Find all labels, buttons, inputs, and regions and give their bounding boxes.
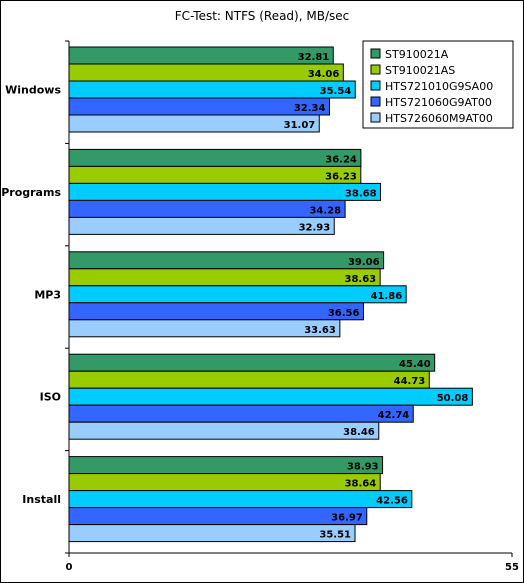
bar	[68, 353, 436, 372]
bar	[68, 80, 356, 99]
bar	[68, 387, 473, 406]
bar	[68, 370, 430, 389]
bar	[68, 251, 385, 270]
x-tick-label: 55	[505, 562, 519, 573]
data-label: 36.97	[331, 513, 363, 524]
data-label: 38.63	[345, 274, 377, 285]
bar	[68, 216, 335, 235]
bar	[68, 490, 413, 509]
bar	[68, 456, 384, 475]
data-label: 32.93	[299, 222, 331, 233]
bar	[68, 285, 407, 304]
legend-swatch	[370, 96, 381, 107]
data-label: 35.51	[319, 530, 351, 541]
plot-area: Windows 32.81 34.06 35.54 32.34 31.07 Programs…	[1, 40, 519, 573]
bar	[68, 165, 362, 184]
data-label: 35.54	[320, 86, 352, 97]
data-label: 33.63	[304, 325, 336, 336]
data-label: 41.86	[371, 291, 403, 302]
bar	[68, 507, 368, 526]
data-label: 36.56	[328, 308, 360, 319]
data-label: 32.81	[298, 52, 330, 63]
legend-box	[362, 40, 514, 129]
legend-label: HTS726060M9AT00	[385, 112, 493, 125]
category-label: Programs	[1, 186, 61, 199]
data-label: 34.06	[308, 69, 340, 80]
category-label: ISO	[40, 391, 61, 404]
data-label: 39.06	[348, 257, 380, 268]
data-label: 44.73	[394, 376, 426, 387]
legend-swatch	[370, 48, 381, 59]
data-label: 38.46	[343, 427, 375, 438]
bar	[68, 63, 344, 82]
bar	[68, 421, 380, 440]
bar	[68, 199, 346, 218]
data-label: 32.34	[294, 103, 326, 114]
bar	[68, 97, 330, 116]
legend-swatch	[370, 80, 381, 91]
bar	[68, 404, 414, 423]
data-label: 36.23	[325, 171, 357, 182]
legend: ST910021A ST910021AS HTS721010G9SA00 HTS721…	[362, 40, 514, 129]
legend-swatch	[370, 64, 381, 75]
bar	[68, 302, 364, 321]
legend-label: HTS721060G9AT00	[385, 96, 492, 109]
bar	[68, 148, 362, 167]
data-label: 38.64	[345, 479, 377, 490]
category-label: Windows	[5, 84, 61, 97]
bar	[68, 46, 334, 65]
bar	[68, 114, 320, 133]
legend-label: HTS721010G9SA00	[385, 80, 493, 93]
data-label: 31.07	[284, 120, 316, 131]
x-tick-label: 0	[66, 562, 73, 573]
data-label: 45.40	[399, 359, 431, 370]
data-label: 34.28	[309, 205, 341, 216]
bar	[68, 524, 356, 543]
bar	[68, 182, 382, 201]
category-label: Install	[22, 493, 61, 506]
bar	[68, 473, 381, 492]
data-label: 42.74	[378, 410, 410, 421]
legend-label: ST910021AS	[385, 64, 455, 77]
data-label: 50.08	[437, 393, 469, 404]
legend-label: ST910021A	[385, 48, 449, 61]
bar	[68, 268, 381, 287]
data-label: 42.56	[376, 496, 408, 507]
data-label: 36.24	[325, 154, 357, 165]
category-label: MP3	[34, 288, 61, 301]
data-label: 38.68	[345, 188, 377, 199]
legend-swatch	[370, 112, 381, 123]
data-label: 38.93	[347, 462, 379, 473]
chart-title: FC-Test: NTFS (Read), MB/sec	[175, 9, 349, 23]
bar	[68, 319, 341, 338]
